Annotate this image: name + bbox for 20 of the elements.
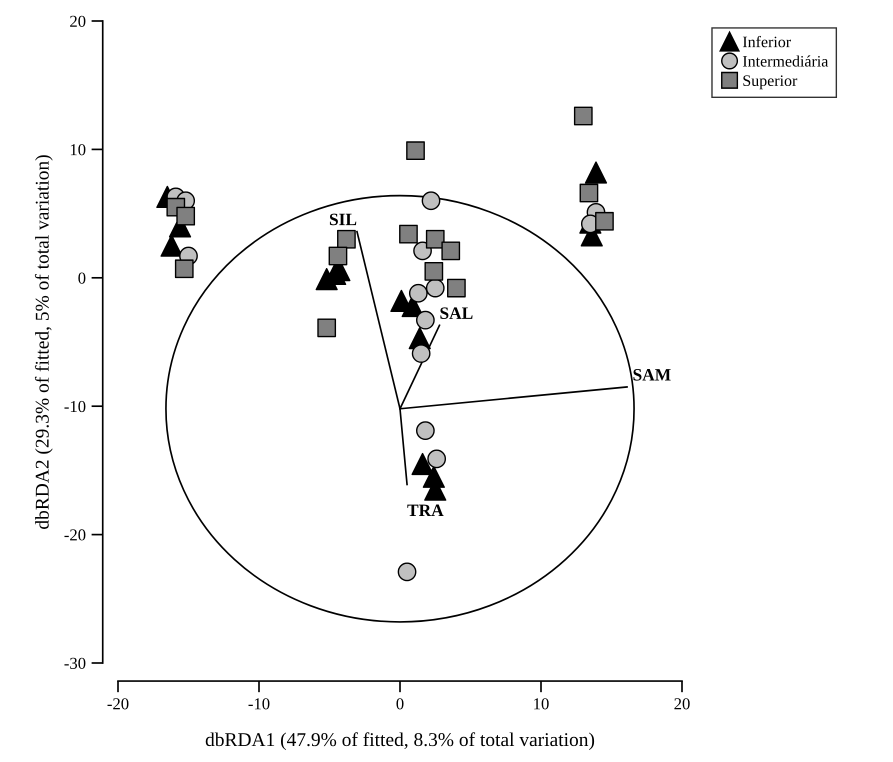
annotation: TRA <box>407 504 444 516</box>
y-tick-label: 20 <box>70 16 86 27</box>
legend-label: Superior <box>743 75 798 90</box>
x-axis-title: dbRDA1 (47.9% of fitted, 8.3% of total variation) <box>206 732 594 750</box>
x-tick-label: -10 <box>248 698 270 710</box>
legend-label: Inferior <box>742 36 791 48</box>
x-tick-label: 20 <box>674 698 690 710</box>
y-tick-label: -30 <box>64 658 86 669</box>
annotation: SAL <box>440 307 473 320</box>
y-tick-label: 0 <box>78 272 86 284</box>
y-tick-label: -20 <box>64 529 86 541</box>
y-tick-label: -10 <box>64 400 86 412</box>
annotation: SAM <box>633 368 671 381</box>
x-tick-label: -20 <box>108 698 128 710</box>
x-tick-label: 0 <box>396 698 404 710</box>
annotation: SIL <box>330 214 356 226</box>
y-tick-label: 10 <box>70 144 86 156</box>
y-axis-title: dbRDA2 (29.3% of fitted, 5% of total variation) <box>34 155 53 529</box>
legend-label: Intermediária <box>742 55 828 67</box>
x-tick-label: 10 <box>534 698 549 710</box>
